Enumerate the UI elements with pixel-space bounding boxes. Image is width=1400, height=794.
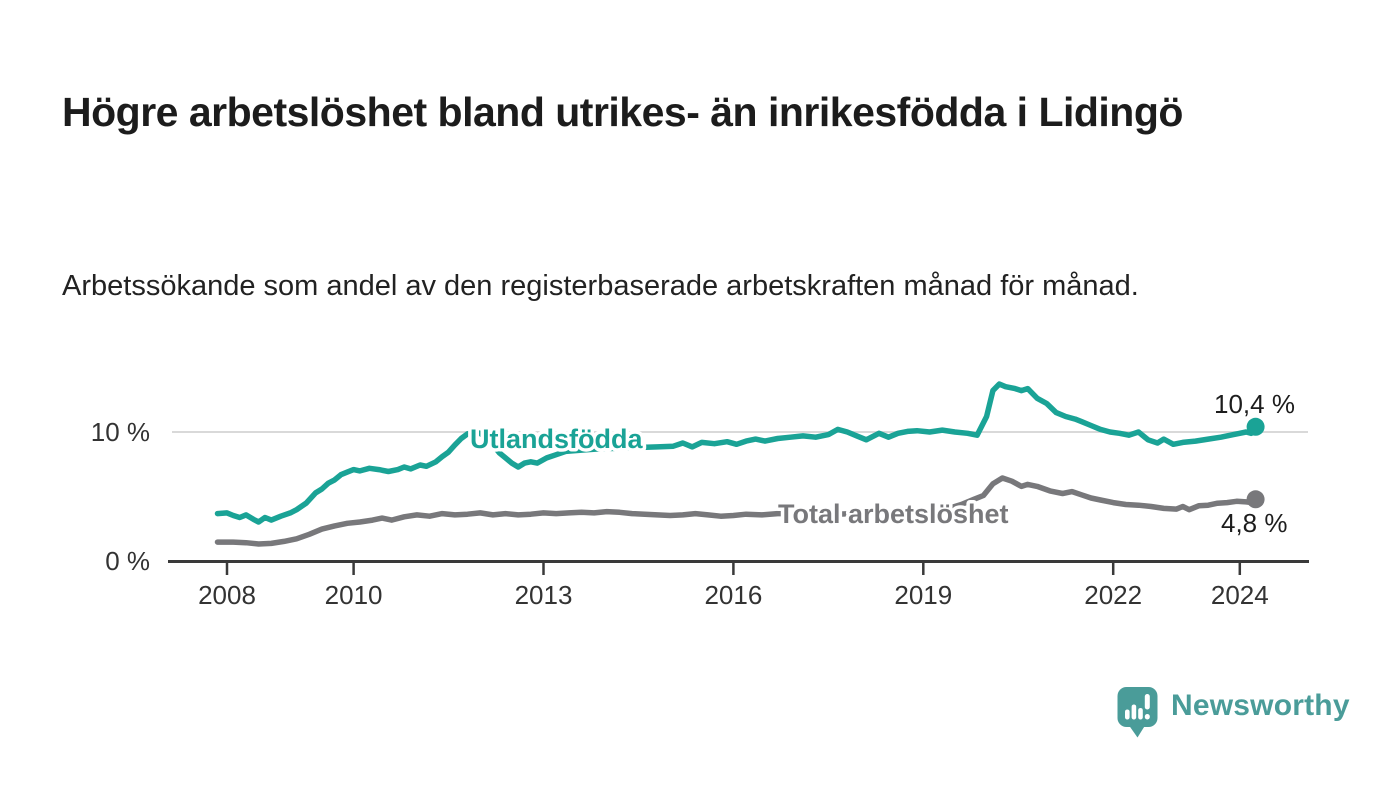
newsworthy-logo-icon bbox=[1117, 687, 1158, 738]
series-label-utlandsfodda: Utlandsfödda bbox=[470, 424, 643, 454]
series-end-dot-0 bbox=[1246, 417, 1265, 436]
end-value-label-utlandsfodda: 10,4 % bbox=[1214, 389, 1295, 419]
series-line-1 bbox=[214, 475, 1259, 547]
x-tick-label: 2019 bbox=[894, 580, 952, 610]
x-axis-ticks: 2008 2010 2013 2016 2019 2022 2024 bbox=[198, 563, 1269, 610]
x-tick-label: 2008 bbox=[198, 580, 256, 610]
x-tick-label: 2022 bbox=[1084, 580, 1142, 610]
x-tick-label: 2016 bbox=[704, 580, 762, 610]
newsworthy-logo: Newsworthy bbox=[1117, 686, 1350, 738]
series-line-0 bbox=[214, 381, 1259, 525]
series-lines bbox=[214, 381, 1265, 547]
x-tick-label: 2013 bbox=[515, 580, 573, 610]
page-title-text: Högre arbetslöshet bland utrikes- än inr… bbox=[62, 89, 1183, 136]
page-title: Högre arbetslöshet bland utrikes- än inr… bbox=[62, 87, 1312, 139]
y-tick-label-0: 0 % bbox=[105, 546, 150, 576]
newsworthy-logo-text: Newsworthy bbox=[1171, 689, 1350, 722]
chart-subtitle: Arbetssökande som andel av den registerb… bbox=[62, 270, 1139, 302]
series-end-dot-1 bbox=[1246, 490, 1265, 509]
end-value-label-total: 4,8 % bbox=[1221, 508, 1288, 538]
series-label-total-arbetsloshet: Total arbetslöshet bbox=[778, 499, 1009, 529]
x-tick-label: 2024 bbox=[1211, 580, 1269, 610]
y-tick-label-10: 10 % bbox=[91, 417, 150, 447]
x-tick-label: 2010 bbox=[325, 580, 383, 610]
